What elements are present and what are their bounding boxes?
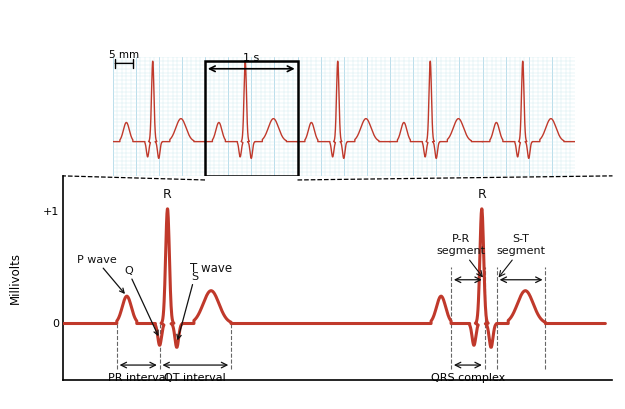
Text: S: S	[177, 272, 198, 339]
Text: T wave: T wave	[190, 263, 232, 275]
Text: P-R
segment: P-R segment	[436, 234, 485, 256]
Text: 1 s: 1 s	[243, 54, 259, 63]
Text: 5 mm: 5 mm	[109, 49, 139, 60]
Text: R: R	[163, 188, 172, 201]
Text: QT interval: QT interval	[164, 373, 226, 383]
Text: R: R	[478, 188, 486, 201]
Text: S-T
segment: S-T segment	[497, 234, 546, 256]
Text: 0: 0	[52, 319, 59, 328]
Text: P wave: P wave	[77, 255, 124, 293]
Text: Millivolts: Millivolts	[9, 252, 22, 304]
Text: +1: +1	[43, 207, 59, 217]
Text: Q: Q	[124, 266, 158, 335]
Text: QRS complex: QRS complex	[431, 373, 505, 383]
Text: PR interval: PR interval	[108, 373, 169, 383]
Bar	[205, 61, 298, 176]
